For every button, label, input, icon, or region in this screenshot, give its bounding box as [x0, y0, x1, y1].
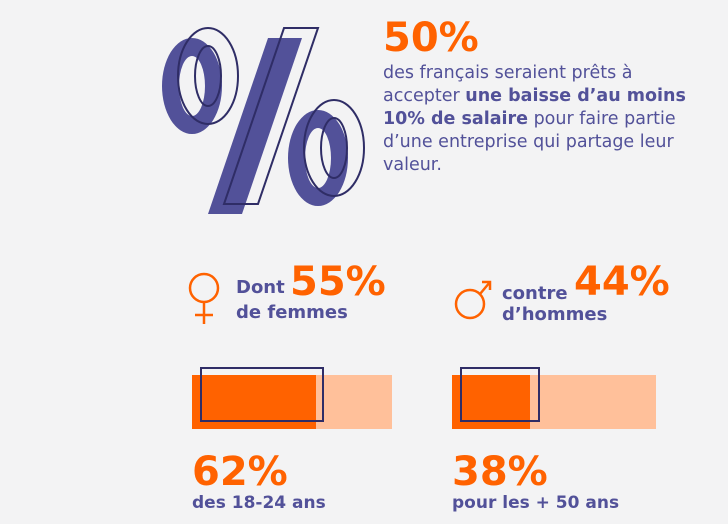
men-prefix: contre	[502, 283, 568, 304]
age-young-percentage: 62%	[192, 449, 288, 495]
women-prefix: Dont	[236, 277, 285, 298]
age-old-percentage: 38%	[452, 449, 548, 495]
female-symbol-icon	[188, 272, 220, 324]
headline-text-part2: pour faire partie d’une entreprise qui p…	[383, 109, 676, 175]
age-young-label: des 18-24 ans	[192, 493, 326, 513]
age-old-bar-outline	[460, 367, 540, 422]
men-percentage: 44%	[574, 259, 670, 305]
headline-description: des français seraient prêts à accepter u…	[383, 62, 713, 177]
age-young-bar-outline	[200, 367, 324, 422]
women-suffix: de femmes	[236, 302, 348, 323]
headline-percentage: 50%	[383, 15, 479, 61]
percent-symbol-graphic	[162, 27, 365, 214]
headline-text-bold: une baisse d’au moins 10% de salaire	[383, 86, 686, 129]
women-percentage: 55%	[290, 259, 386, 305]
headline-text-part1: des français seraient prêts à accepter	[383, 63, 633, 106]
age-old-label: pour les + 50 ans	[452, 493, 620, 513]
male-symbol-icon	[454, 280, 492, 320]
men-suffix: d’hommes	[502, 304, 608, 325]
